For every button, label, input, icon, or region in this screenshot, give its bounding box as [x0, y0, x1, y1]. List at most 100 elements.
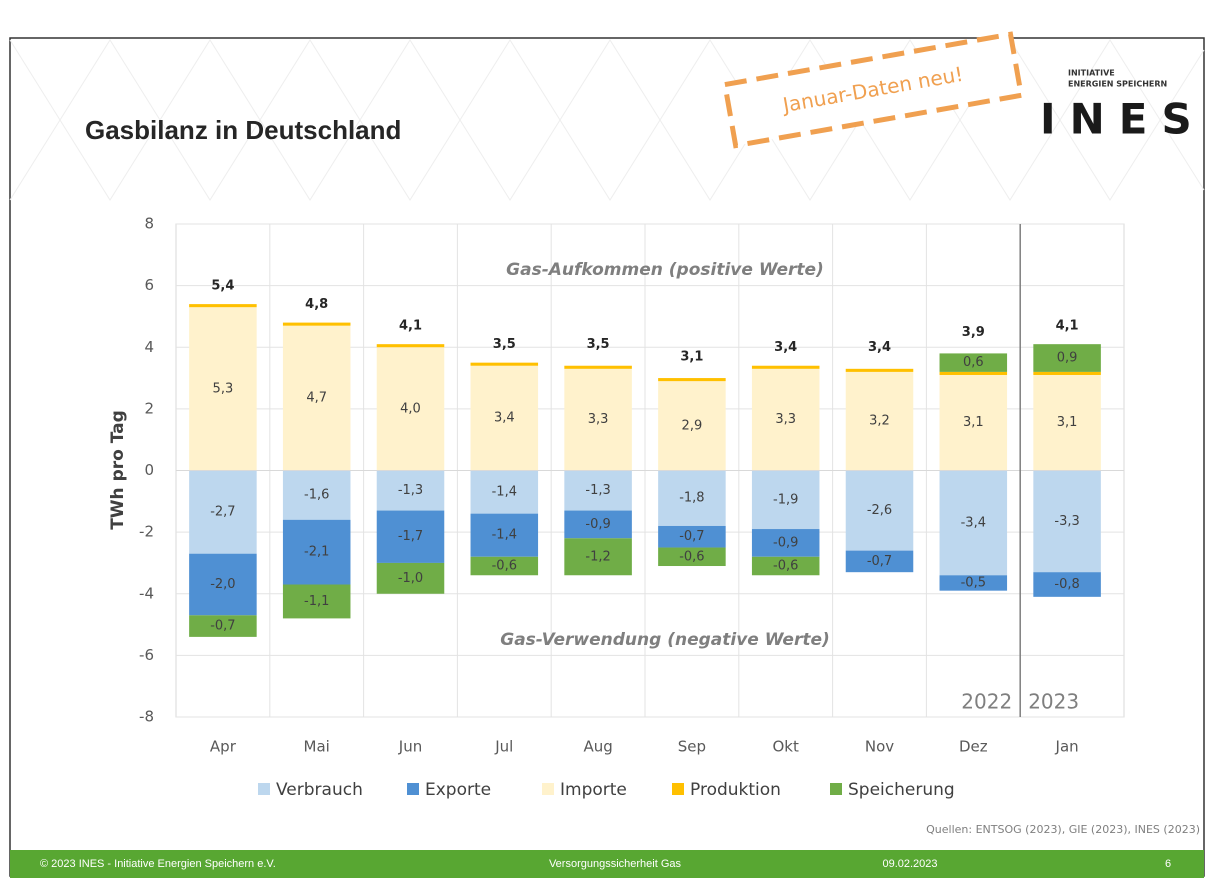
value-label: -0,8 [1054, 577, 1079, 592]
x-tick-label: Sep [678, 738, 706, 756]
x-tick-label: Jun [398, 738, 422, 756]
x-tick-label: Jan [1055, 738, 1079, 756]
value-label: 3,2 [869, 414, 890, 429]
bar-segment [564, 365, 632, 369]
bar-segment [751, 556, 820, 576]
annotation: Gas-Aufkommen (positive Werte) [506, 260, 824, 280]
value-label: -2,6 [867, 503, 892, 518]
legend-swatch [258, 783, 270, 795]
bar-segment [376, 344, 445, 348]
value-label: 2,9 [682, 418, 703, 433]
bar-segment [376, 347, 445, 471]
y-tick-label: -4 [139, 584, 154, 602]
y-axis-label: TWh pro Tag [108, 410, 128, 530]
value-label: 4,0 [400, 401, 421, 416]
bar-segment [658, 470, 726, 526]
x-tick-label: Apr [210, 738, 237, 756]
value-label: -0,6 [773, 559, 798, 574]
value-label: 3,3 [775, 412, 796, 427]
bar-segment [939, 353, 1008, 372]
x-tick-label: Okt [773, 738, 799, 756]
bar-segment [1033, 371, 1101, 375]
bar-segment [470, 470, 539, 514]
total-label: 4,1 [1056, 319, 1079, 334]
year-label: 2022 [961, 690, 1012, 714]
bar-segment [189, 470, 257, 554]
x-tick-label: Dez [959, 738, 988, 756]
value-label: 3,1 [963, 415, 984, 430]
value-label: -0,6 [679, 549, 704, 564]
value-label: -2,7 [210, 505, 235, 520]
stamp: Januar-Daten neu! [722, 31, 1025, 149]
y-tick-label: 2 [144, 399, 154, 417]
bar-segment [1033, 572, 1101, 597]
bar-segment [189, 307, 257, 471]
bar-segment [658, 378, 726, 382]
bar-segment [845, 470, 914, 551]
value-label: -1,7 [398, 529, 423, 544]
value-label: -1,3 [585, 483, 610, 498]
total-label: 5,4 [211, 279, 234, 294]
bar-segment [564, 470, 632, 511]
bar-segment [939, 374, 1008, 471]
value-label: -0,9 [585, 517, 610, 532]
legend-swatch [672, 783, 684, 795]
value-label: -1,4 [492, 528, 517, 543]
bar-segment [1033, 344, 1101, 372]
value-label: -2,1 [304, 545, 329, 560]
bar-segment [939, 575, 1008, 591]
bar-segment [751, 365, 820, 369]
bar-segment [282, 322, 351, 326]
bar-segment [376, 470, 445, 511]
x-tick-label: Nov [865, 738, 894, 756]
value-label: -1,8 [679, 491, 704, 506]
value-label: -0,5 [961, 575, 986, 590]
bar-segment [282, 519, 351, 585]
bar-segment [470, 362, 539, 366]
footer-text: Versorgungssicherheit Gas [549, 858, 682, 870]
bar-segment [751, 368, 820, 471]
legend-label: Exporte [425, 780, 491, 800]
legend-swatch [542, 783, 554, 795]
value-label: -0,9 [773, 535, 798, 550]
x-tick-label: Mai [304, 738, 330, 756]
annotation: Gas-Verwendung (negative Werte) [500, 630, 830, 650]
total-label: 3,9 [962, 325, 985, 340]
y-tick-label: 4 [144, 338, 154, 356]
value-label: 3,4 [494, 411, 515, 426]
total-label: 3,5 [493, 337, 516, 352]
bar-segment [376, 510, 445, 563]
legend-label: Verbrauch [276, 780, 363, 800]
bar-segment [564, 368, 632, 471]
bar-segment [470, 365, 539, 471]
value-label: -3,4 [961, 515, 986, 530]
value-label: -0,6 [492, 559, 517, 574]
bar-segment [845, 550, 914, 573]
y-tick-label: 0 [144, 461, 154, 479]
bar-segment [564, 538, 632, 576]
value-label: 3,3 [588, 412, 609, 427]
footer-text: 6 [1165, 858, 1171, 870]
value-label: -1,6 [304, 488, 329, 503]
stamp-border [722, 31, 1025, 149]
footer-bar [10, 850, 1204, 878]
bar-segment [658, 525, 726, 548]
value-label: -0,7 [210, 619, 235, 634]
value-label: -0,7 [679, 529, 704, 544]
y-tick-label: -6 [139, 646, 154, 664]
value-label: -1,4 [492, 485, 517, 500]
value-label: 0,6 [963, 355, 984, 370]
source: Quellen: ENTSOG (2023), GIE (2023), INES… [926, 823, 1200, 836]
value-label: 4,7 [306, 391, 327, 406]
total-label: 3,1 [680, 349, 703, 364]
logo-subtitle: ENERGIEN SPEICHERN [1068, 80, 1167, 89]
x-tick-label: Aug [583, 738, 612, 756]
value-label: -1,0 [398, 571, 423, 586]
total-label: 4,8 [305, 297, 328, 312]
bar-segment [658, 381, 726, 471]
bar-segment [751, 529, 820, 557]
bar-segment [939, 371, 1008, 375]
bar-segment [658, 547, 726, 567]
value-label: 0,9 [1057, 351, 1078, 366]
value-label: 3,1 [1057, 415, 1078, 430]
